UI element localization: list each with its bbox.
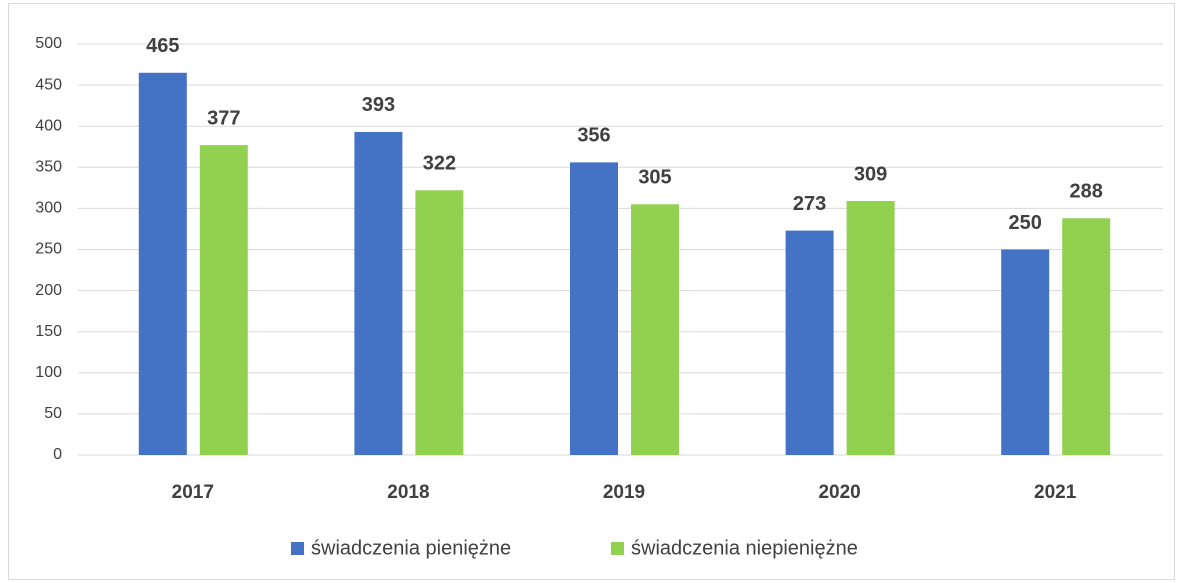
data-label: 377 — [207, 107, 240, 129]
x-tick-label: 2017 — [172, 482, 214, 503]
y-tick-label: 200 — [35, 282, 62, 299]
data-label: 273 — [793, 193, 826, 215]
y-tick-label: 0 — [53, 446, 62, 463]
bar — [846, 201, 895, 455]
bar — [1001, 249, 1050, 455]
y-tick-label: 500 — [35, 35, 62, 52]
bar — [1062, 218, 1111, 455]
x-tick-label: 2019 — [603, 482, 645, 503]
data-label: 356 — [577, 125, 610, 147]
y-tick-label: 300 — [35, 200, 62, 217]
data-label: 393 — [362, 94, 395, 116]
data-label: 465 — [146, 35, 179, 57]
y-tick-label: 350 — [35, 159, 62, 176]
data-label: 305 — [638, 167, 671, 189]
x-tick-label: 2018 — [387, 482, 429, 503]
legend-label: świadczenia pieniężne — [311, 537, 511, 559]
x-tick-label: 2021 — [1034, 482, 1077, 503]
data-label: 309 — [854, 163, 887, 185]
data-label: 250 — [1009, 212, 1042, 234]
y-tick-label: 450 — [35, 76, 62, 93]
bar — [570, 162, 618, 456]
data-label: 288 — [1070, 181, 1103, 203]
x-tick-label: 2020 — [818, 482, 860, 503]
legend-label: świadczenia niepieniężne — [631, 537, 858, 559]
y-tick-label: 150 — [35, 323, 62, 340]
legend-swatch — [611, 542, 624, 555]
data-label: 322 — [423, 153, 456, 175]
y-tick-label: 50 — [44, 405, 62, 422]
y-tick-label: 250 — [35, 241, 62, 258]
bar — [199, 145, 248, 455]
y-tick-label: 100 — [35, 364, 62, 381]
bar — [415, 190, 464, 456]
bar — [631, 204, 679, 455]
bar — [785, 230, 834, 455]
legend-swatch — [291, 542, 304, 555]
bar — [138, 72, 187, 456]
bar — [354, 131, 403, 456]
y-tick-label: 400 — [35, 117, 62, 134]
